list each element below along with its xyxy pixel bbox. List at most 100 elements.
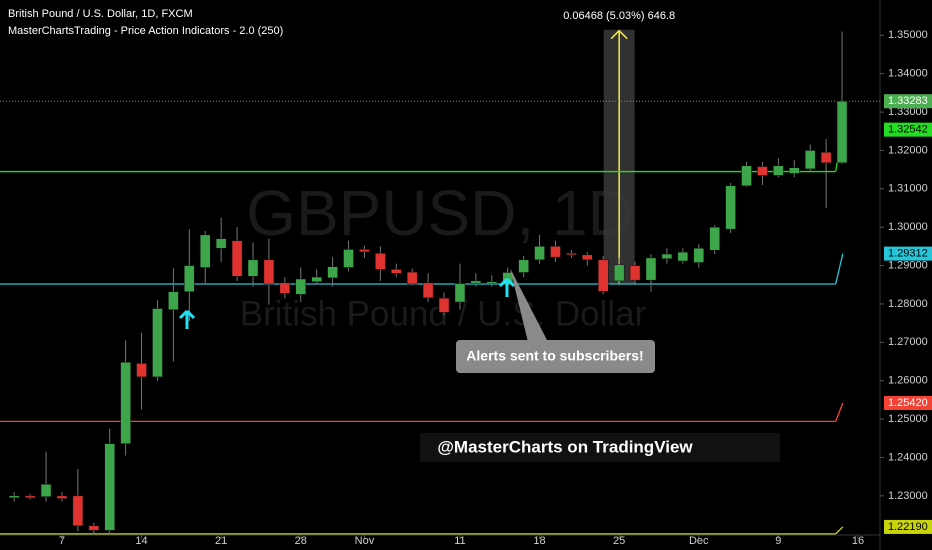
candle-body: [72, 495, 84, 527]
candle-body: [422, 282, 434, 299]
candle-body: [406, 271, 418, 285]
candle-body: [184, 265, 195, 292]
x-tick-label: 16: [852, 535, 864, 547]
y-tick-label: 1.25000: [888, 413, 928, 425]
candle-body: [645, 257, 657, 281]
candle-body: [104, 443, 115, 531]
candle-body: [820, 152, 832, 163]
candle-body: [343, 249, 354, 268]
x-tick-label: 9: [775, 535, 781, 547]
candle-body: [470, 280, 482, 284]
candle-body: [709, 226, 720, 251]
x-tick-label: 21: [215, 535, 227, 547]
y-tick-label: 1.30000: [888, 221, 928, 233]
candle-body: [199, 234, 211, 268]
candle-body: [804, 150, 816, 170]
x-tick-label: 11: [454, 535, 465, 547]
candle-body: [279, 282, 291, 294]
x-tick-label: 25: [613, 535, 625, 547]
candle-body: [359, 249, 370, 253]
candle-body: [550, 246, 561, 258]
candle-body: [582, 254, 593, 261]
indicator-label-box: [884, 395, 932, 410]
candle-body: [24, 495, 36, 499]
candle-body: [725, 185, 736, 230]
y-tick-label: 1.24000: [888, 451, 928, 463]
candle-body: [454, 283, 466, 303]
watermark: GBPUSD, 1D: [246, 177, 634, 249]
y-tick-label: 1.35000: [888, 29, 928, 41]
indicator-end: [835, 526, 844, 535]
chart-subtitle: MasterChartsTrading - Price Action Indic…: [8, 25, 283, 37]
callout-box: [456, 340, 655, 373]
candle-body: [773, 165, 784, 176]
candle-body: [56, 495, 68, 499]
handle-text: @MasterCharts on TradingView: [437, 437, 693, 456]
candle-body: [247, 259, 259, 277]
plot-area: [0, 29, 880, 535]
candle-body: [534, 246, 545, 261]
y-tick-label: 1.28000: [888, 298, 928, 310]
candle-body: [263, 259, 275, 285]
y-tick-label: 1.32000: [888, 144, 928, 156]
candle-body: [391, 269, 402, 274]
chart-title: British Pound / U.S. Dollar, 1D, FXCM: [8, 8, 193, 20]
signal-arrow: [498, 277, 516, 297]
last-price-box: [884, 94, 932, 109]
candle-body: [597, 259, 609, 292]
candle-body: [327, 266, 338, 279]
y-tick-label: 1.27000: [888, 336, 928, 348]
indicator-label: 1.25420: [888, 397, 928, 409]
candle-body: [741, 165, 752, 187]
candle-body: [566, 253, 577, 256]
candle-body: [231, 240, 243, 277]
candle-body: [661, 253, 673, 259]
candle-body: [295, 278, 307, 295]
candle-body: [836, 100, 848, 163]
callout-text: Alerts sent to subscribers!: [466, 348, 643, 364]
indicator-end: [835, 253, 844, 285]
candle-body: [168, 291, 179, 310]
candle-body: [375, 253, 386, 270]
x-tick-label: 18: [533, 535, 545, 547]
indicator-label-box: [884, 122, 932, 137]
candle-body: [677, 251, 689, 262]
candle-body: [629, 265, 641, 281]
candle-body: [486, 281, 498, 284]
candle-body: [613, 264, 625, 282]
candle-body: [789, 167, 800, 174]
indicator-label-box: [884, 246, 932, 261]
y-tick-label: 1.23000: [888, 490, 928, 502]
candle-body: [311, 276, 322, 282]
candle-body: [438, 297, 450, 313]
candle-body: [757, 166, 768, 176]
candle-body: [40, 484, 52, 497]
y-tick-label: 1.31000: [888, 183, 928, 195]
x-tick-label: 7: [59, 535, 65, 547]
x-tick-label: Dec: [689, 535, 709, 547]
candle-body: [136, 363, 147, 378]
indicator-label: 1.22190: [888, 521, 928, 533]
callout-pointer: [510, 268, 548, 342]
candle-body: [215, 238, 227, 249]
signal-arrow: [178, 309, 196, 329]
x-tick-label: 28: [295, 535, 307, 547]
indicator-label: 1.32542: [888, 124, 928, 136]
measure-arrowhead: [610, 29, 628, 40]
indicator-end: [835, 402, 844, 422]
y-tick-label: 1.34000: [888, 68, 928, 80]
y-tick-label: 1.26000: [888, 375, 928, 387]
indicator-label: 1.29312: [888, 248, 928, 260]
x-tick-label: Nov: [355, 535, 375, 547]
indicator-label-box: [884, 519, 932, 534]
candle-body: [88, 525, 100, 531]
candle-body: [120, 362, 131, 444]
y-tick-label: 1.29000: [888, 259, 928, 271]
candle-body: [693, 248, 705, 263]
x-tick-label: 14: [135, 535, 147, 547]
handle-box: [420, 433, 780, 462]
candle-body: [518, 259, 529, 273]
candle-body: [8, 495, 20, 499]
